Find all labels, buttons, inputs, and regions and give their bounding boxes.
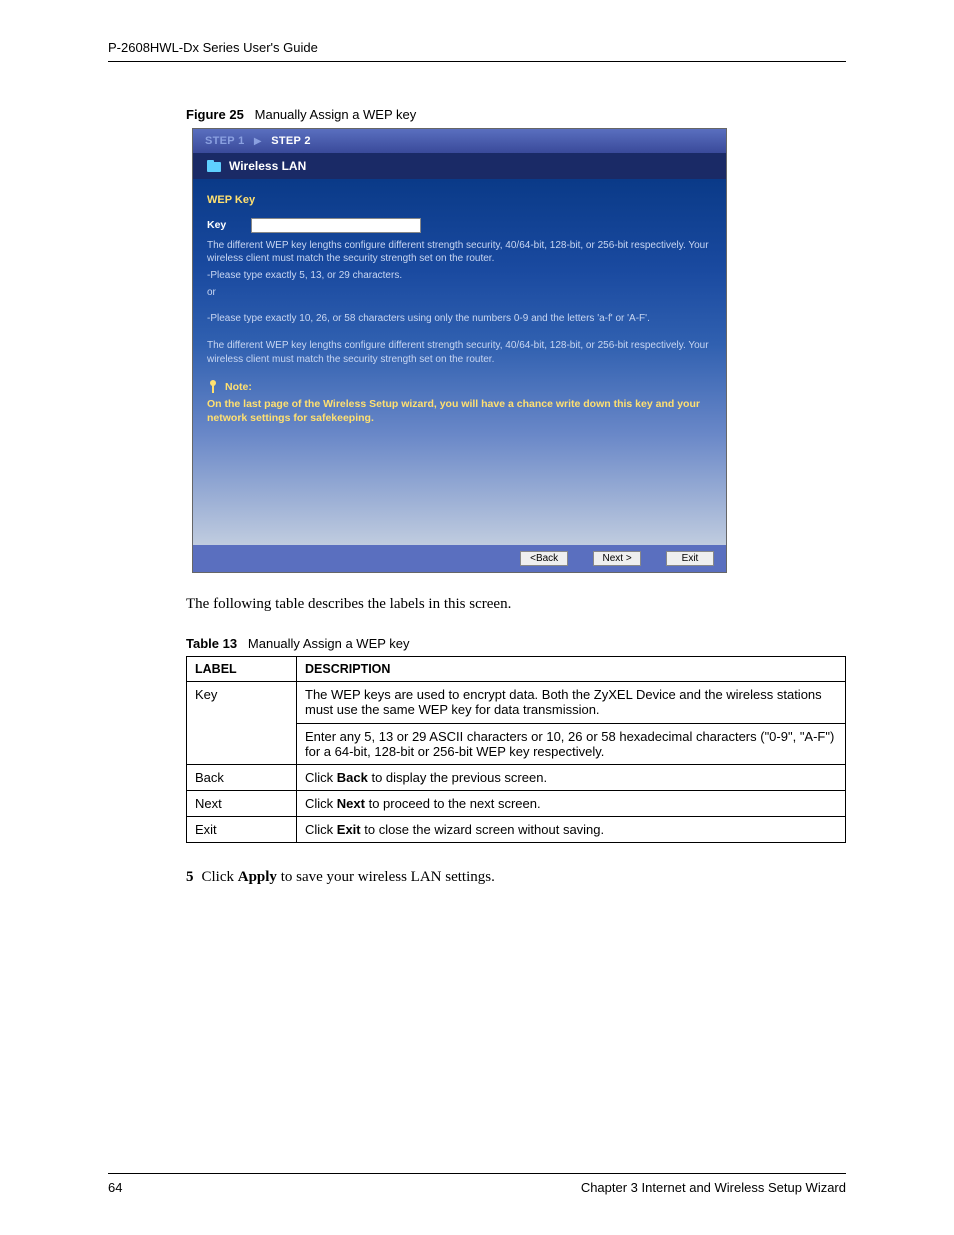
step-text: Click Apply to save your wireless LAN se… [202,869,495,886]
note-body: On the last page of the Wireless Setup w… [207,397,712,425]
wizard-steps: STEP 1 ▶ STEP 2 [193,129,726,153]
cell-label: Key [187,682,297,765]
step-arrow-icon: ▶ [254,136,262,147]
col-desc-header: DESCRIPTION [297,657,846,682]
cell-label: Exit [187,817,297,843]
exit-button[interactable]: Exit [666,551,714,566]
table-row: Back Click Back to display the previous … [187,765,846,791]
intro-paragraph: The following table describes the labels… [186,595,846,615]
wizard-panel-title: Wireless LAN [229,159,306,173]
desc-text: to display the previous screen. [368,770,547,785]
help-text-4: The different WEP key lengths configure … [207,339,712,366]
chapter-label: Chapter 3 Internet and Wireless Setup Wi… [581,1180,846,1195]
key-input[interactable] [251,218,421,233]
desc-bold: Exit [337,822,361,837]
cell-desc: The WEP keys are used to encrypt data. B… [297,682,846,765]
table-caption: Table 13 Manually Assign a WEP key [186,636,846,651]
note-label: Note: [225,380,252,394]
table-row: Next Click Next to proceed to the next s… [187,791,846,817]
step-text-bold: Apply [238,869,277,885]
help-text-3: -Please type exactly 10, 26, or 58 chara… [207,312,712,326]
table-number: Table 13 [186,636,237,651]
next-button[interactable]: Next > [593,551,641,566]
page-number: 64 [108,1180,122,1195]
step-2-label: STEP 2 [271,135,311,147]
desc-text: to proceed to the next screen. [365,796,541,811]
section-heading: WEP Key [207,193,712,208]
step-number: 5 [186,869,194,886]
wizard-body: WEP Key Key The different WEP key length… [193,179,726,545]
desc-bold: Next [337,796,365,811]
table-title: Manually Assign a WEP key [248,636,410,651]
desc-text: Enter any 5, 13 or 29 ASCII characters o… [305,729,834,759]
table-header-row: LABEL DESCRIPTION [187,657,846,682]
back-button[interactable]: <Back [520,551,568,566]
cell-label: Back [187,765,297,791]
help-text-2: -Please type exactly 5, 13, or 29 charac… [207,269,712,283]
cell-desc: Click Back to display the previous scree… [297,765,846,791]
desc-text: Click [305,770,337,785]
help-text-1: The different WEP key lengths configure … [207,239,712,266]
step-1-label: STEP 1 [205,135,245,147]
figure-caption: Figure 25 Manually Assign a WEP key [186,107,846,122]
or-text: or [207,286,712,300]
folder-icon [207,160,221,172]
pin-icon [207,380,219,394]
desc-text: to close the wizard screen without savin… [361,822,605,837]
page-footer: 64 Chapter 3 Internet and Wireless Setup… [108,1173,846,1195]
description-table: LABEL DESCRIPTION Key The WEP keys are u… [186,656,846,843]
wizard-title-row: Wireless LAN [193,153,726,179]
desc-text: Click [305,796,337,811]
desc-text: Click [305,822,337,837]
figure-title: Manually Assign a WEP key [255,107,417,122]
step-5: 5 Click Apply to save your wireless LAN … [186,869,846,886]
key-label: Key [207,218,235,232]
running-header: P-2608HWL-Dx Series User's Guide [108,40,846,62]
desc-text: The WEP keys are used to encrypt data. B… [305,687,822,717]
desc-bold: Back [337,770,368,785]
figure-number: Figure 25 [186,107,244,122]
cell-desc: Click Next to proceed to the next screen… [297,791,846,817]
screenshot: STEP 1 ▶ STEP 2 Wireless LAN WEP Key Key… [192,128,727,573]
table-row: Exit Click Exit to close the wizard scre… [187,817,846,843]
cell-desc: Click Exit to close the wizard screen wi… [297,817,846,843]
step-text-post: to save your wireless LAN settings. [277,869,495,885]
table-row: Key The WEP keys are used to encrypt dat… [187,682,846,765]
step-text-pre: Click [202,869,238,885]
wizard-footer: <Back Next > Exit [193,545,726,572]
cell-label: Next [187,791,297,817]
col-label-header: LABEL [187,657,297,682]
